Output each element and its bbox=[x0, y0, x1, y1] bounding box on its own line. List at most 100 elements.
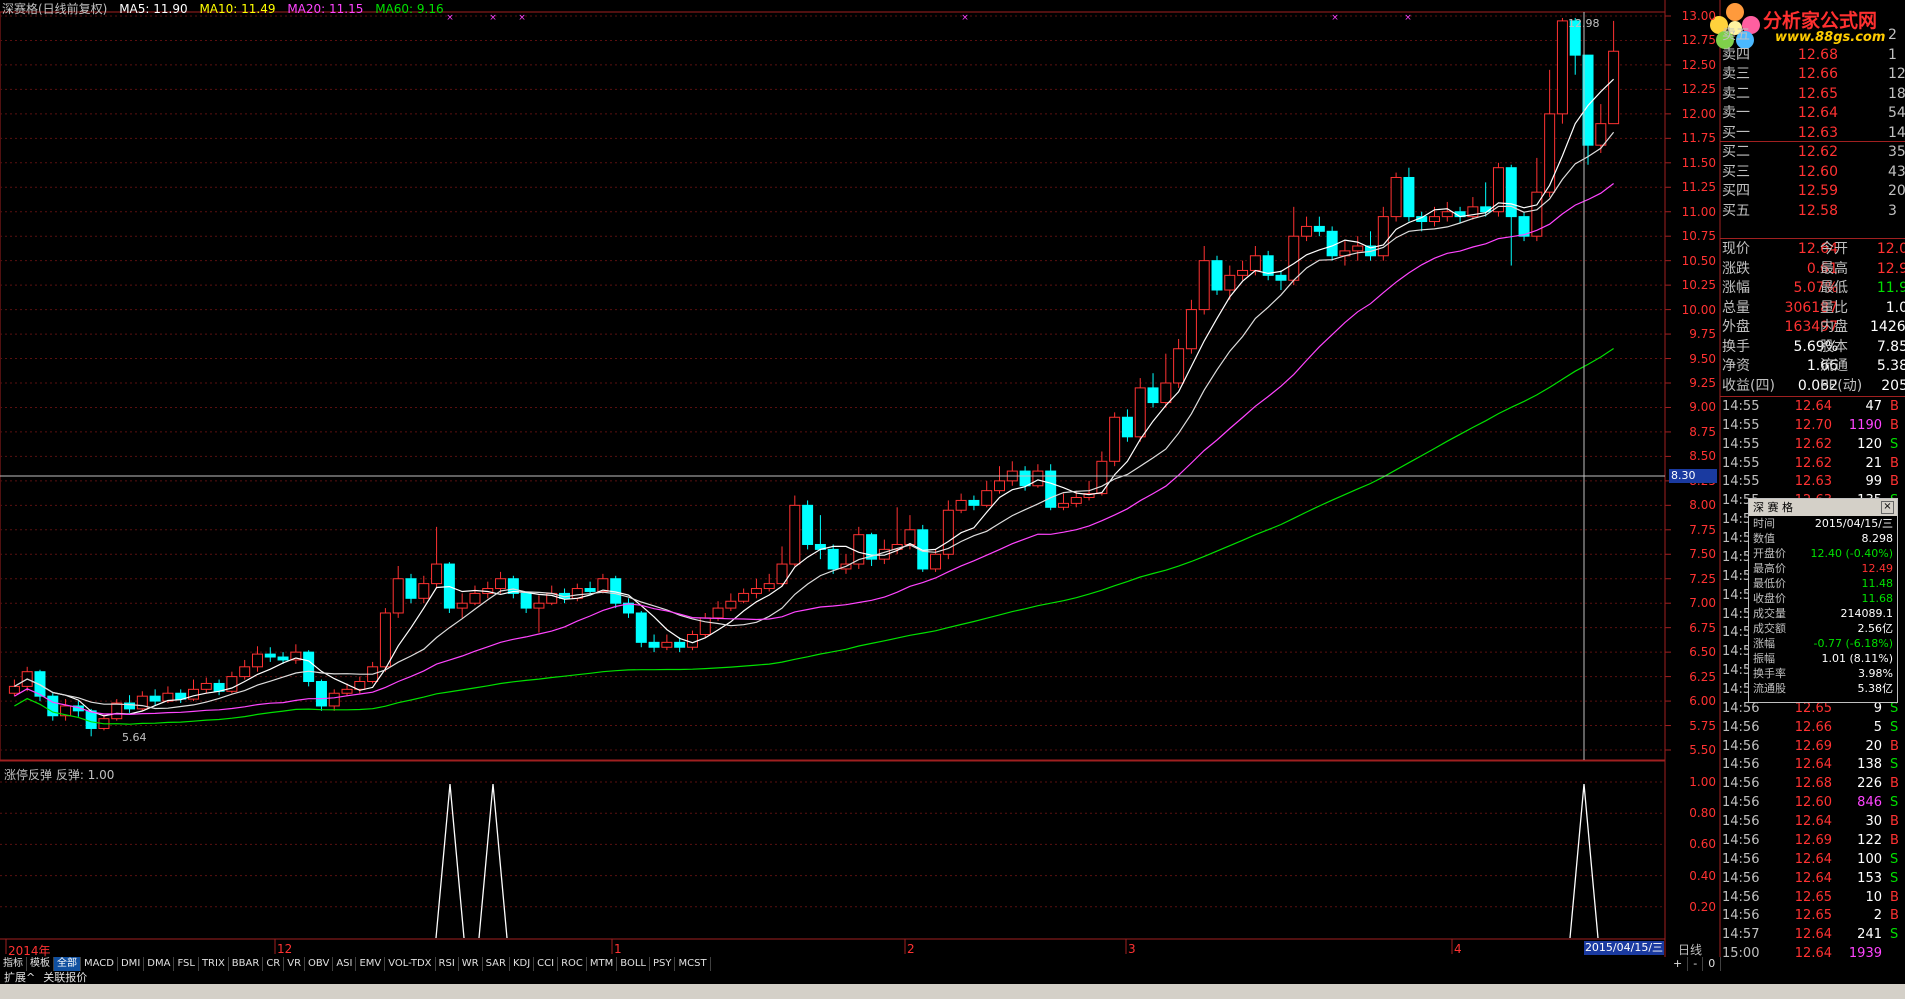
candle-body bbox=[136, 695, 148, 710]
order-volume: 18 bbox=[1888, 85, 1905, 102]
popup-row-value: 5.38亿 bbox=[1857, 682, 1894, 695]
popup-row: 时间 2015/04/15/三 bbox=[1749, 516, 1897, 531]
tab-vol-tdx[interactable]: VOL-TDX bbox=[385, 957, 436, 971]
date-tick-label: 1 bbox=[614, 942, 622, 956]
candle-body bbox=[789, 504, 801, 565]
price-tick-label: 12.25 bbox=[1681, 82, 1716, 97]
stat-value: 163497 bbox=[1784, 319, 1838, 335]
tab-trix[interactable]: TRIX bbox=[199, 957, 229, 971]
tab-cci[interactable]: CCI bbox=[534, 957, 559, 971]
candle-body bbox=[1160, 382, 1172, 404]
candle-body bbox=[520, 592, 532, 609]
sub-tab-bar: 扩展^ 关联报价 bbox=[0, 971, 1905, 984]
tab-sar[interactable]: SAR bbox=[483, 957, 510, 971]
tab-rsi[interactable]: RSI bbox=[436, 957, 459, 971]
tick-row: 14:56 12.65 2 B bbox=[1720, 907, 1905, 925]
price-tick-label: 8.50 bbox=[1689, 449, 1716, 464]
order-price: 12.59 bbox=[1797, 183, 1838, 199]
tick-row: 14:55 12.70 1190 B bbox=[1720, 417, 1905, 435]
order-volume: 35 bbox=[1888, 144, 1905, 160]
tick-row: 14:5 bbox=[1720, 587, 1905, 605]
tab-模板[interactable]: 模板 bbox=[27, 957, 54, 971]
price-tick-label: 11.75 bbox=[1681, 131, 1716, 146]
order-price: 12.63 bbox=[1797, 124, 1838, 141]
tab-dmi[interactable]: DMI bbox=[118, 957, 145, 971]
order-price: 12.60 bbox=[1797, 163, 1838, 180]
tick-row: 14:55 12.62 120 S bbox=[1720, 436, 1905, 454]
candle-body bbox=[1032, 470, 1044, 487]
tab-bbar[interactable]: BBAR bbox=[229, 957, 264, 971]
close-icon[interactable]: × bbox=[1881, 501, 1894, 514]
tab-macd[interactable]: MACD bbox=[81, 957, 118, 971]
candle-body bbox=[1608, 50, 1620, 125]
popup-row-value: 2.56亿 bbox=[1857, 622, 1894, 635]
tick-time: 14:56 bbox=[1722, 832, 1760, 848]
tab-wr[interactable]: WR bbox=[459, 957, 483, 971]
top-marker: × bbox=[1404, 13, 1412, 23]
tick-direction: B bbox=[1890, 908, 1899, 924]
tab-psy[interactable]: PSY bbox=[650, 957, 676, 971]
price-tick-label: 9.75 bbox=[1689, 327, 1716, 342]
candle-body bbox=[1556, 20, 1568, 115]
tick-direction: S bbox=[1890, 700, 1899, 716]
order-label: 买三 bbox=[1722, 163, 1750, 180]
stat-value-2: 12.9 bbox=[1876, 260, 1905, 277]
candle-body bbox=[1262, 255, 1274, 276]
stat-label: 总量 bbox=[1722, 299, 1750, 316]
top-marker: × bbox=[489, 13, 497, 23]
ma5-label: MA5: 11.90 bbox=[119, 2, 188, 16]
sub-tab[interactable]: 扩展^ bbox=[4, 971, 36, 984]
tab-kdj[interactable]: KDJ bbox=[510, 957, 535, 971]
order-book-row: 卖三 12.66 12 bbox=[1720, 65, 1905, 83]
candle-body bbox=[1595, 123, 1607, 146]
candle-body bbox=[1377, 216, 1389, 257]
tab-cr[interactable]: CR bbox=[263, 957, 285, 971]
tab-obv[interactable]: OBV bbox=[305, 957, 334, 971]
tick-row: 14:56 12.69 122 B bbox=[1720, 832, 1905, 850]
tab-指标[interactable]: 指标 bbox=[0, 957, 27, 971]
tick-row: 14:56 12.60 846 S bbox=[1720, 794, 1905, 812]
popup-row-value: 12.49 bbox=[1861, 562, 1894, 575]
order-book-row: 买四 12.59 20 bbox=[1720, 182, 1905, 200]
tab-emv[interactable]: EMV bbox=[356, 957, 386, 971]
indicator-peak bbox=[435, 783, 465, 939]
candle-body bbox=[827, 548, 839, 570]
zoom-button[interactable]: 0 bbox=[1703, 957, 1722, 971]
candle-body bbox=[418, 583, 430, 599]
zoom-controls: + -0 bbox=[1668, 957, 1722, 971]
tab-全部[interactable]: 全部 bbox=[54, 957, 81, 971]
zoom-button[interactable]: + bbox=[1668, 957, 1689, 971]
tab-asi[interactable]: ASI bbox=[333, 957, 357, 971]
period-label[interactable]: 日线 bbox=[1678, 943, 1703, 957]
sub-tab[interactable]: 关联报价 bbox=[43, 971, 88, 984]
candle-body bbox=[1198, 260, 1210, 311]
top-marker: × bbox=[446, 13, 454, 23]
tab-boll[interactable]: BOLL bbox=[617, 957, 650, 971]
candle-body bbox=[1352, 245, 1364, 252]
candle-body bbox=[1582, 54, 1594, 146]
tick-volume: 153 bbox=[1857, 870, 1882, 886]
tab-roc[interactable]: ROC bbox=[558, 957, 587, 971]
tab-mtm[interactable]: MTM bbox=[587, 957, 618, 971]
stat-value: 12.64 bbox=[1797, 241, 1838, 257]
candle-body bbox=[802, 504, 814, 545]
candle-body bbox=[1569, 20, 1581, 56]
tick-time: 14:56 bbox=[1722, 738, 1760, 754]
tab-fsl[interactable]: FSL bbox=[174, 957, 199, 971]
tick-volume: 1939 bbox=[1848, 946, 1882, 962]
popup-row-label: 涨幅 bbox=[1753, 637, 1775, 650]
tab-dma[interactable]: DMA bbox=[144, 957, 175, 971]
price-tick-label: 13.00 bbox=[1681, 9, 1716, 23]
tab-vr[interactable]: VR bbox=[284, 957, 306, 971]
candle-body bbox=[866, 534, 878, 560]
candle-body bbox=[34, 671, 46, 697]
zoom-button[interactable]: - bbox=[1688, 957, 1704, 971]
tick-volume: 1190 bbox=[1848, 417, 1882, 433]
tick-price: 12.64 bbox=[1794, 851, 1832, 867]
tick-time: 14:55 bbox=[1722, 474, 1760, 490]
tab-mcst[interactable]: MCST bbox=[675, 957, 711, 971]
candle-body bbox=[1211, 260, 1223, 291]
candle-body bbox=[303, 651, 315, 682]
date-tick-label: 12 bbox=[277, 942, 293, 956]
